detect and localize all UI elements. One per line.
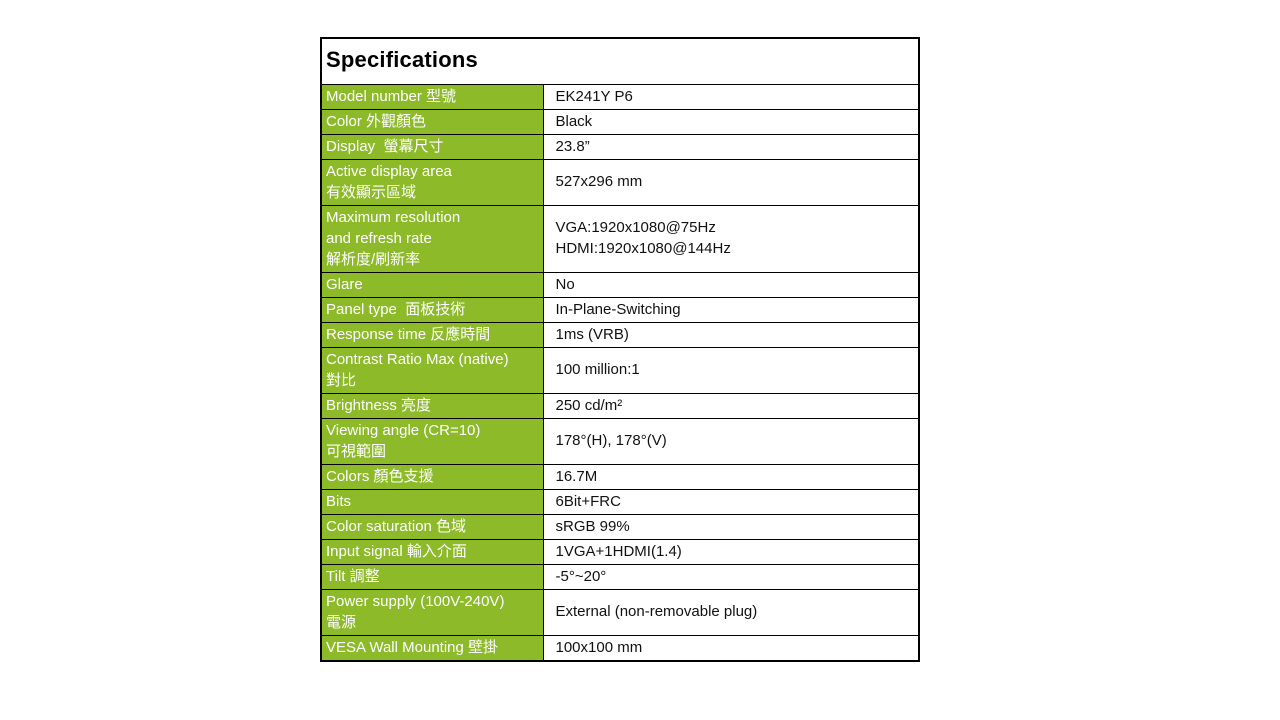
spec-value: In-Plane-Switching xyxy=(542,296,920,323)
specifications-table: Specifications Model number 型號 EK241Y P6… xyxy=(320,37,920,662)
spec-value: Black xyxy=(542,108,920,135)
spec-value: No xyxy=(542,271,920,298)
spec-value: -5°~20° xyxy=(542,563,920,590)
table-row: Brightness 亮度 250 cd/m² xyxy=(320,392,920,419)
spec-value: 250 cd/m² xyxy=(542,392,920,419)
spec-value: EK241Y P6 xyxy=(542,83,920,110)
table-row: Active display area 有效顯示區域 527x296 mm xyxy=(320,158,920,206)
spec-value: 6Bit+FRC xyxy=(542,488,920,515)
spec-value: 23.8” xyxy=(542,133,920,160)
spec-label: VESA Wall Mounting 壁掛 xyxy=(320,634,544,661)
spec-label: Response time 反應時間 xyxy=(320,321,544,348)
table-row: Response time 反應時間 1ms (VRB) xyxy=(320,321,920,348)
spec-value: 178°(H), 178°(V) xyxy=(542,417,920,465)
table-title-row: Specifications xyxy=(320,37,920,85)
spec-label: Color 外觀顏色 xyxy=(320,108,544,135)
spec-label: Brightness 亮度 xyxy=(320,392,544,419)
spec-value: VGA:1920x1080@75Hz HDMI:1920x1080@144Hz xyxy=(542,204,920,273)
spec-label: Input signal 輸入介面 xyxy=(320,538,544,565)
spec-label: Bits xyxy=(320,488,544,515)
spec-label: Tilt 調整 xyxy=(320,563,544,590)
spec-value: 100x100 mm xyxy=(542,634,920,661)
table-row: Model number 型號 EK241Y P6 xyxy=(320,83,920,110)
spec-value: 100 million:1 xyxy=(542,346,920,394)
spec-label: Maximum resolution and refresh rate 解析度/… xyxy=(320,204,544,273)
spec-value: 16.7M xyxy=(542,463,920,490)
table-title: Specifications xyxy=(320,37,920,85)
table-row: Bits 6Bit+FRC xyxy=(320,488,920,515)
spec-label: Display 螢幕尺寸 xyxy=(320,133,544,160)
table-row: VESA Wall Mounting 壁掛 100x100 mm xyxy=(320,634,920,661)
table-row: Power supply (100V-240V) 電源 External (no… xyxy=(320,588,920,636)
spec-label: Power supply (100V-240V) 電源 xyxy=(320,588,544,636)
spec-label: Glare xyxy=(320,271,544,298)
table-row: Maximum resolution and refresh rate 解析度/… xyxy=(320,204,920,273)
spec-label: Viewing angle (CR=10) 可視範圍 xyxy=(320,417,544,465)
spec-value: 527x296 mm xyxy=(542,158,920,206)
spec-label: Panel type 面板技術 xyxy=(320,296,544,323)
table-row: Color saturation 色域 sRGB 99% xyxy=(320,513,920,540)
table-row: Colors 顏色支援 16.7M xyxy=(320,463,920,490)
spec-label: Color saturation 色域 xyxy=(320,513,544,540)
spec-label: Colors 顏色支援 xyxy=(320,463,544,490)
table-row: Tilt 調整 -5°~20° xyxy=(320,563,920,590)
table-row: Display 螢幕尺寸 23.8” xyxy=(320,133,920,160)
table-row: Color 外觀顏色 Black xyxy=(320,108,920,135)
spec-value: 1VGA+1HDMI(1.4) xyxy=(542,538,920,565)
spec-value: sRGB 99% xyxy=(542,513,920,540)
table-row: Panel type 面板技術 In-Plane-Switching xyxy=(320,296,920,323)
spec-value: External (non-removable plug) xyxy=(542,588,920,636)
table-row: Viewing angle (CR=10) 可視範圍 178°(H), 178°… xyxy=(320,417,920,465)
spec-label: Contrast Ratio Max (native) 對比 xyxy=(320,346,544,394)
table-row: Glare No xyxy=(320,271,920,298)
spec-label: Model number 型號 xyxy=(320,83,544,110)
table-row: Input signal 輸入介面 1VGA+1HDMI(1.4) xyxy=(320,538,920,565)
spec-value: 1ms (VRB) xyxy=(542,321,920,348)
table-row: Contrast Ratio Max (native) 對比 100 milli… xyxy=(320,346,920,394)
spec-label: Active display area 有效顯示區域 xyxy=(320,158,544,206)
